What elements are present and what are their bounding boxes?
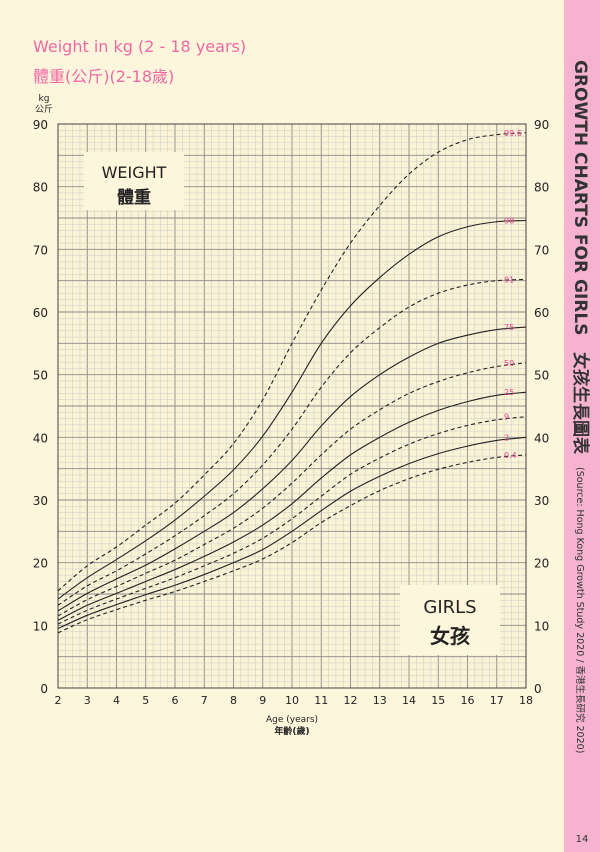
sidebar: GROWTH CHARTS FOR GIRLS 女孩生長圖表 (Source: … <box>564 0 600 852</box>
x-tick-label: 5 <box>142 694 149 707</box>
chart-title-zh: 體重(公斤)(2-18歲) <box>33 67 175 86</box>
y-tick-label-left: 70 <box>33 243 48 257</box>
percentile-label: 2 <box>504 433 509 442</box>
y-tick-label-right: 0 <box>534 682 542 696</box>
plot-frame <box>57 123 527 689</box>
y-tick-label-left: 0 <box>40 682 48 696</box>
y-tick-label-right: 10 <box>534 619 549 633</box>
percentile-line-9 <box>57 416 527 625</box>
percentile-label: 99.6 <box>504 129 522 138</box>
percentile-line-99-6 <box>57 132 527 592</box>
x-tick-label: 16 <box>461 694 475 707</box>
percentile-label: 9 <box>504 413 509 422</box>
percentile-line-75 <box>57 326 527 612</box>
y-axis-unit-en: kg <box>39 94 50 104</box>
y-tick-label-right: 30 <box>534 494 549 508</box>
y-tick-label-right: 90 <box>534 118 549 132</box>
y-tick-label-left: 20 <box>33 557 48 571</box>
percentile-line-0-4 <box>57 454 527 634</box>
x-axis-label-zh: 年齡(歲) <box>274 725 309 737</box>
x-tick-label: 10 <box>285 694 299 707</box>
x-tick-label: 9 <box>259 694 266 707</box>
percentile-curves: 99.6 98 91 75 50 25 9 2 0.4 <box>57 129 527 634</box>
y-tick-label-left: 90 <box>33 118 48 132</box>
x-tick-label: 7 <box>201 694 208 707</box>
sidebar-text: GROWTH CHARTS FOR GIRLS 女孩生長圖表 (Source: … <box>570 60 591 845</box>
x-tick-label: 3 <box>84 694 91 707</box>
percentile-label: 25 <box>504 388 514 397</box>
y-axis-unit-zh: 公斤 <box>35 104 53 115</box>
girls-label-zh: 女孩 <box>430 624 470 648</box>
x-tick-label: 6 <box>172 694 179 707</box>
girls-label-en: GIRLS <box>423 597 476 618</box>
x-tick-label: 11 <box>314 694 328 707</box>
sidebar-title: GROWTH CHARTS FOR GIRLS <box>570 60 590 335</box>
percentile-line-98 <box>57 219 527 600</box>
x-tick-label: 13 <box>373 694 387 707</box>
percentile-label: 0.4 <box>504 451 517 460</box>
x-tick-label: 8 <box>230 694 237 707</box>
x-tick-label: 2 <box>55 694 62 707</box>
girls-label-box <box>400 585 500 655</box>
percentile-line-91 <box>57 278 527 606</box>
percentile-line-25 <box>57 391 527 621</box>
x-tick-label: 14 <box>402 694 416 707</box>
percentile-label: 75 <box>504 323 514 332</box>
y-tick-label-right: 80 <box>534 181 549 195</box>
y-tick-label-left: 50 <box>33 369 48 383</box>
x-tick-label: 15 <box>431 694 445 707</box>
y-tick-label-right: 40 <box>534 431 549 445</box>
sidebar-title-zh: 女孩生長圖表 <box>570 352 591 455</box>
percentile-label: 50 <box>504 359 514 368</box>
x-tick-label: 4 <box>113 694 120 707</box>
y-tick-label-right: 70 <box>534 243 549 257</box>
x-tick-label: 12 <box>344 694 358 707</box>
percentile-label: 98 <box>504 217 514 226</box>
percentile-line-2 <box>57 436 527 629</box>
weight-label-zh: 體重 <box>117 187 151 208</box>
page-number: 14 <box>576 834 589 845</box>
y-tick-label-right: 20 <box>534 557 549 571</box>
y-tick-label-right: 60 <box>534 306 549 320</box>
x-tick-label: 17 <box>490 694 504 707</box>
axis-ticks: 0 0 10 10 20 20 30 30 40 40 50 50 60 60 70 70 80 80 90 90 2 3… <box>33 118 550 707</box>
y-tick-label-left: 80 <box>33 181 48 195</box>
weight-label-en: WEIGHT <box>102 163 167 182</box>
y-tick-label-right: 50 <box>534 369 549 383</box>
y-tick-label-left: 40 <box>33 431 48 445</box>
y-tick-label-left: 10 <box>33 619 48 633</box>
percentile-label: 91 <box>504 275 514 284</box>
x-axis-label-en: Age (years) <box>266 715 318 725</box>
y-tick-label-left: 30 <box>33 494 48 508</box>
y-tick-label-left: 60 <box>33 306 48 320</box>
x-tick-label: 18 <box>519 694 533 707</box>
chart-title-en: Weight in kg (2 - 18 years) <box>33 37 247 56</box>
sidebar-source: (Source: Hong Kong Growth Study 2020 / 香… <box>574 467 586 753</box>
weight-label-box <box>84 152 184 210</box>
